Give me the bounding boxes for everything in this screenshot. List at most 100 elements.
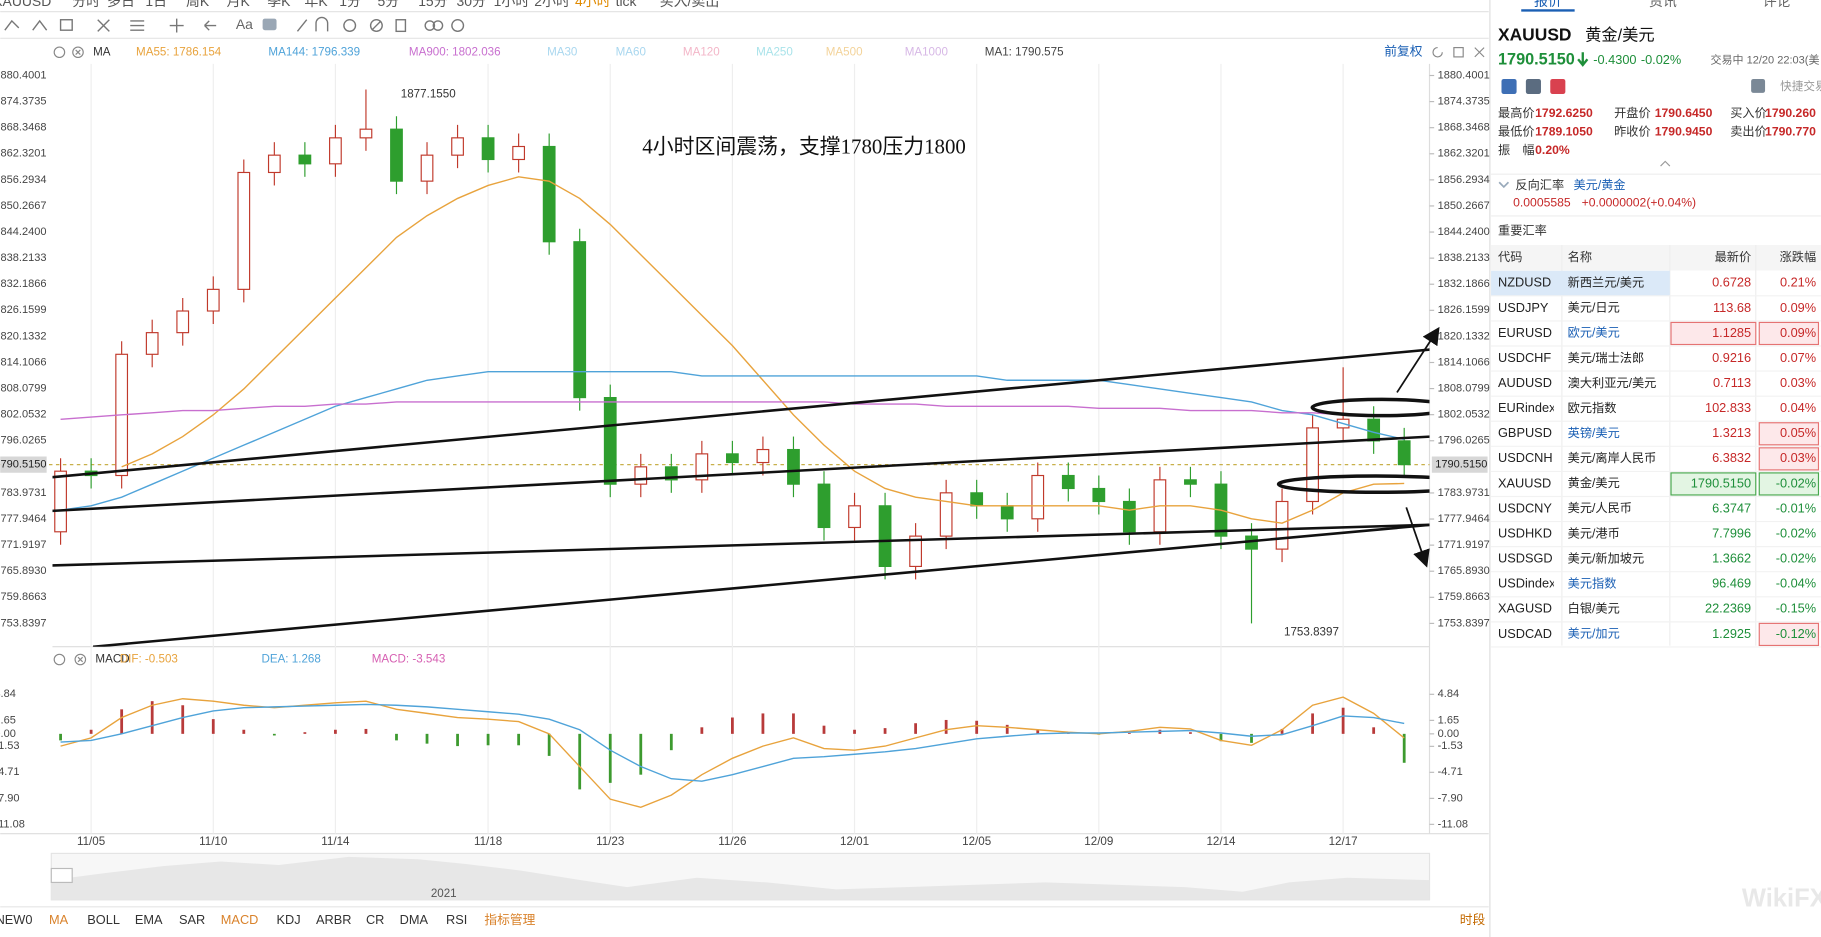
toolbar-tab[interactable]: 分时 <box>72 0 100 9</box>
notify-icon[interactable] <box>1751 78 1766 93</box>
action-icon[interactable] <box>1501 78 1517 95</box>
y-tick-label-left: 1753.8397 <box>0 617 46 629</box>
macd-bar <box>395 733 398 741</box>
font-tool[interactable]: Aa <box>236 16 253 32</box>
row-name[interactable]: 美元/港币 <box>1568 526 1620 540</box>
toolbar-tab[interactable]: 年K <box>304 0 328 9</box>
row-name[interactable]: 美元/加元 <box>1568 627 1620 641</box>
toolbar-tab[interactable]: 多日 <box>107 0 135 9</box>
panel-tab[interactable]: 资讯 <box>1649 0 1677 9</box>
current-price-label: 1790.5150 <box>0 459 46 471</box>
row-name[interactable]: 美元指数 <box>1568 575 1617 590</box>
row-code[interactable]: USDCAD <box>1498 626 1552 641</box>
indicator-button[interactable]: RSI <box>446 912 467 927</box>
row-name[interactable]: 美元/新加坡元 <box>1568 550 1645 565</box>
row-code[interactable]: EURindex <box>1498 400 1556 415</box>
toolbar-tab[interactable]: 15分 <box>418 0 447 9</box>
panel-tab[interactable]: 评论 <box>1763 0 1791 9</box>
row-name[interactable]: 欧元指数 <box>1568 400 1617 415</box>
row-code[interactable]: XAGUSD <box>1498 601 1552 616</box>
section-title: 重要汇率 <box>1498 222 1547 237</box>
highlight-ellipse <box>1310 397 1430 418</box>
row-name[interactable]: 黄金/美元 <box>1568 475 1620 490</box>
row-name[interactable]: 白银/美元 <box>1568 601 1620 616</box>
toolbar-tab[interactable]: 季K <box>267 0 291 9</box>
macd-bar <box>975 720 979 734</box>
row-code[interactable]: USDCNY <box>1498 500 1552 515</box>
quick-trade[interactable]: 快捷交易 <box>1780 79 1821 93</box>
toolbar-tab[interactable]: 30分 <box>457 0 486 9</box>
period-button[interactable]: 时段 <box>1460 912 1486 927</box>
ma-line <box>121 176 1405 524</box>
candles <box>54 89 1411 624</box>
legend-entry: MA120 <box>683 45 720 58</box>
row-name[interactable]: 美元/人民币 <box>1568 501 1632 515</box>
indicator-button[interactable]: BOLL <box>87 912 120 927</box>
row-code[interactable]: USDSGD <box>1498 551 1553 566</box>
candle-body <box>481 137 495 161</box>
indicator-button[interactable]: SAR <box>179 912 205 927</box>
indicator-button[interactable]: MACD <box>221 912 259 927</box>
row-code[interactable]: USDHKD <box>1498 525 1552 540</box>
toolbar-tab[interactable]: 1分 <box>339 0 361 9</box>
legend-entry: DEA: 1.268 <box>261 653 320 666</box>
reverse-pair: 美元/黄金 <box>1573 177 1625 192</box>
navigator-handle[interactable] <box>50 867 73 884</box>
toolbar-tab[interactable]: 买入/卖出 <box>660 0 720 9</box>
indicator-button[interactable]: 指标管理 <box>484 912 535 927</box>
action-icon[interactable] <box>1550 78 1566 95</box>
y-tick-label-left: 1832.1866 <box>0 278 46 290</box>
row-name[interactable]: 澳大利亚元/美元 <box>1568 376 1657 390</box>
row-name[interactable]: 美元/瑞士法郎 <box>1568 351 1645 365</box>
toolbar-tab[interactable]: 4小时 <box>575 0 611 9</box>
high-annotation: 1877.1550 <box>401 87 456 100</box>
row-code[interactable]: NZDUSD <box>1498 275 1551 290</box>
row-price: 102.833 <box>1705 400 1751 415</box>
row-change: -0.02% <box>1776 475 1816 490</box>
indicator-button[interactable]: CR <box>366 912 384 927</box>
comment-icon[interactable] <box>262 18 277 31</box>
indicator-button[interactable]: MA <box>49 912 69 927</box>
toolbar-tab[interactable]: 1小时 <box>494 0 530 9</box>
row-code[interactable]: EURUSD <box>1498 325 1552 340</box>
toolbar-tab[interactable]: XAUUSD <box>0 0 51 9</box>
row-name[interactable]: 欧元/美元 <box>1568 326 1620 340</box>
row-code[interactable]: AUDUSD <box>1498 375 1552 390</box>
candle-body <box>1000 505 1014 520</box>
macd-bar <box>1311 713 1314 734</box>
indicator-button[interactable]: NEW0 <box>0 912 32 927</box>
indicator-button[interactable]: KDJ <box>277 912 301 927</box>
row-name[interactable]: 新西兰元/美元 <box>1568 275 1645 290</box>
row-name[interactable]: 美元/日元 <box>1568 301 1620 315</box>
indicator-name: MA <box>93 45 111 58</box>
drawing-tools[interactable] <box>4 16 465 33</box>
row-code[interactable]: USDJPY <box>1498 300 1549 315</box>
toolbar-tab[interactable]: 1日 <box>145 0 167 9</box>
row-code[interactable]: USDindex <box>1498 576 1556 591</box>
toolbar-tab[interactable]: 5分 <box>378 0 400 9</box>
adjust-button[interactable]: 前复权 <box>1384 44 1423 59</box>
row-code[interactable]: XAUUSD <box>1498 475 1551 490</box>
toolbar-tab[interactable]: 2小时 <box>534 0 570 9</box>
action-icon[interactable] <box>1525 78 1541 95</box>
y-tick-label: 1850.2667 <box>1438 200 1490 212</box>
row-code[interactable]: USDCHF <box>1498 350 1551 365</box>
macd-bar <box>578 733 582 790</box>
indicator-button[interactable]: ARBR <box>316 912 351 927</box>
indicator-button[interactable]: DMA <box>400 912 429 927</box>
panel-tab[interactable]: 报价 <box>1534 0 1562 9</box>
y-tick-label-left: 1.65 <box>0 714 16 726</box>
chart-header-icons[interactable] <box>53 46 1485 666</box>
legend-entry: MA900: 1802.036 <box>409 45 501 58</box>
row-code[interactable]: GBPUSD <box>1498 425 1552 440</box>
indicator-button[interactable]: EMA <box>135 912 163 927</box>
row-name[interactable]: 美元/离岸人民币 <box>1568 450 1657 465</box>
toolbar-tab[interactable]: 月K <box>227 0 251 9</box>
stat-value: 1792.6250 <box>1535 106 1593 120</box>
collapse-caret[interactable] <box>1660 160 1671 167</box>
row-code[interactable]: USDCNH <box>1498 450 1553 465</box>
candle-body <box>878 505 892 568</box>
row-name[interactable]: 英镑/美元 <box>1568 425 1620 440</box>
toolbar-tab[interactable]: tick <box>616 0 637 9</box>
toolbar-tab[interactable]: 周K <box>186 0 210 9</box>
